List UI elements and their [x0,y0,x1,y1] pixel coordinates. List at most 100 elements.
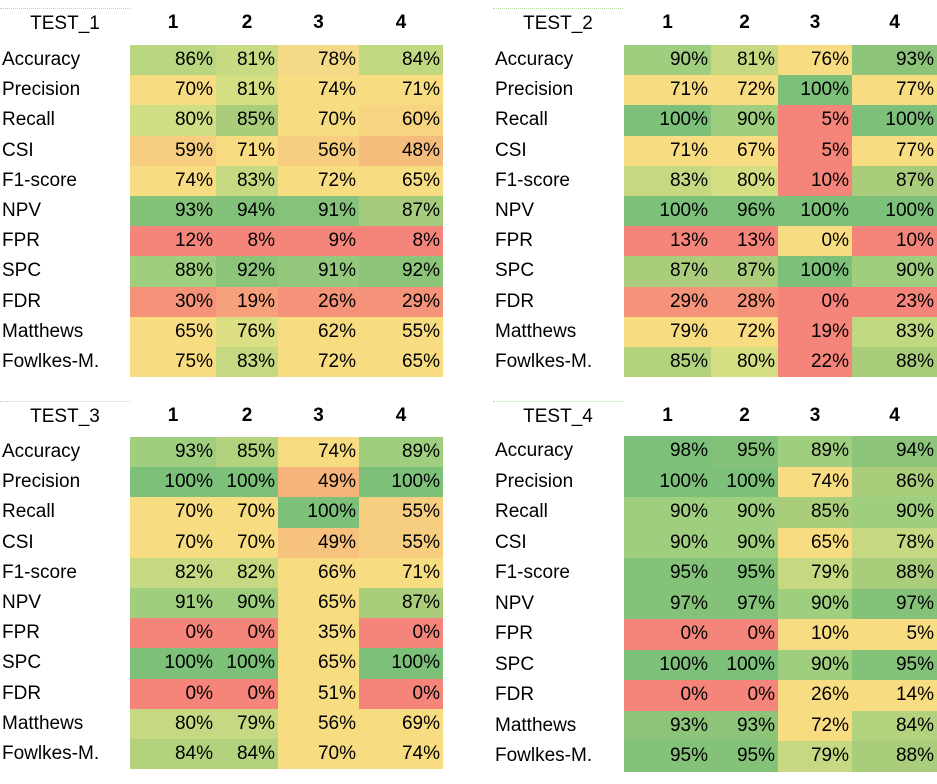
metric-cell: 74% [278,437,359,468]
column-header-3: 3 [313,405,324,426]
table-row: Recall 80% 85% 70% 60% [0,105,446,136]
metric-cell: 80% [711,346,778,378]
column-header-3: 3 [809,12,821,33]
metric-cell: 19% [216,286,278,317]
metric-cell: 87% [852,165,937,196]
metric-cell: 74% [778,466,852,497]
metric-cell: 70% [278,105,359,136]
metric-cell: 90% [624,497,711,528]
metric-cell: 88% [852,346,937,378]
metric-cell: 62% [278,316,359,347]
metric-label: Precision [495,470,574,492]
metric-cell: 100% [216,467,278,498]
table-body: Accuracy 90% 81% 76% 93% Precision 71% 72% 100% 7… [493,45,937,378]
metric-cell: 95% [852,649,937,680]
metric-cell: 100% [624,466,711,497]
metric-label: FPR [495,230,533,252]
metric-cell: 76% [216,316,278,347]
metric-cell: 5% [778,135,852,166]
metric-cell: 78% [852,527,937,558]
table-row: Matthews 93% 93% 72% 84% [493,710,937,741]
metric-cell: 72% [711,75,778,106]
table-row: NPV 97% 97% 90% 97% [493,588,937,619]
metric-cell: 100% [852,105,937,136]
metric-cell: 26% [278,286,359,317]
metric-cell: 88% [852,558,937,589]
column-header-2: 2 [739,12,750,33]
metric-label: SPC [2,652,42,674]
metric-cell: 71% [624,75,711,106]
metric-cell: 85% [216,105,278,136]
metric-label: Recall [2,109,55,131]
metric-cell: 5% [852,619,937,650]
metric-cell: 100% [624,105,711,136]
metric-cell: 100% [711,649,778,680]
metric-label: Matthews [2,712,84,734]
table-row: SPC 88% 92% 91% 92% [0,256,446,287]
metric-cell: 8% [216,226,278,257]
metric-cell: 100% [216,648,278,679]
table-row: SPC 87% 87% 100% 90% [493,256,937,287]
metric-cell: 91% [130,587,216,619]
column-header-1: 1 [662,12,673,33]
metric-cell: 93% [711,710,778,741]
column-header-4: 4 [889,405,900,426]
metric-cell: 23% [852,286,937,317]
metric-cell: 70% [216,497,278,528]
metric-cell: 95% [711,436,778,467]
column-header-4: 4 [889,12,900,33]
metric-cell: 69% [359,708,443,739]
metric-cell: 100% [711,466,778,497]
metric-cell: 0% [624,680,711,711]
metric-cell: 100% [778,256,852,287]
table-header: TEST_4 1 2 3 4 [493,401,937,431]
metric-cell: 66% [278,557,359,588]
metric-cell: 81% [216,75,278,106]
metric-label: SPC [2,260,42,282]
metric-cell: 0% [778,286,852,317]
metric-cell: 74% [359,738,443,770]
metric-cell: 72% [278,165,359,196]
table-body: Accuracy 86% 81% 78% 84% Precision 70% 81% 74% 71… [0,45,446,378]
metric-cell: 72% [711,316,778,347]
metric-cell: 80% [130,708,216,739]
table-row: FPR 0% 0% 10% 5% [493,619,937,650]
metric-cell: 84% [130,738,216,770]
metric-label: F1-score [495,562,570,584]
metric-cell: 91% [278,195,359,227]
table-row: F1-score 95% 95% 79% 88% [493,558,937,589]
metric-cell: 0% [130,618,216,649]
table-row: F1-score 83% 80% 10% 87% [493,165,937,196]
table-row: Precision 71% 72% 100% 77% [493,75,937,106]
metric-cell: 0% [624,619,711,650]
metric-cell: 70% [130,75,216,106]
metric-cell: 97% [711,588,778,619]
table-header: TEST_3 1 2 3 4 [0,401,446,431]
table-row: FPR 13% 13% 0% 10% [493,226,937,257]
metric-cell: 95% [624,741,711,772]
table-row: Fowlkes-M. 85% 80% 22% 88% [493,346,937,378]
metric-label: Fowlkes-M. [495,350,593,372]
metric-cell: 10% [852,226,937,257]
metric-cell: 92% [359,256,443,287]
metric-cell: 81% [711,45,778,76]
table-row: F1-score 82% 82% 66% 71% [0,557,446,588]
metric-label: FPR [495,623,533,645]
metric-cell: 83% [852,316,937,347]
metric-cell: 85% [216,437,278,468]
metric-label: FPR [2,622,40,644]
metric-cell: 98% [624,436,711,467]
metric-cell: 49% [278,527,359,558]
metric-cell: 93% [130,195,216,227]
metric-cell: 55% [359,316,443,347]
metric-cell: 49% [278,467,359,498]
metric-cell: 97% [852,588,937,619]
metric-label: NPV [495,200,535,222]
column-header-4: 4 [395,405,407,426]
metric-cell: 100% [624,649,711,680]
metric-label: Fowlkes-M. [2,350,100,372]
column-header-2: 2 [241,12,253,33]
metric-cell: 89% [359,437,443,468]
metric-cell: 100% [624,195,711,227]
column-header-1: 1 [167,12,179,33]
